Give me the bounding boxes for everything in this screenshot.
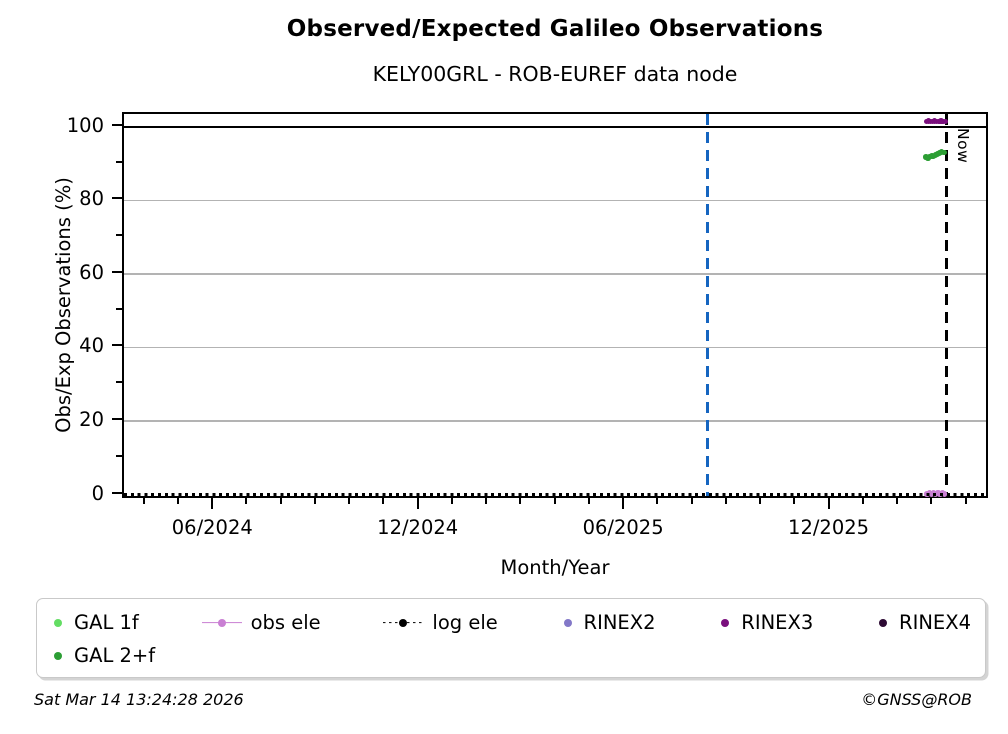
x-axis-label: Month/Year: [500, 556, 610, 579]
legend-label: GAL 2+f: [74, 644, 156, 667]
legend-dot: [399, 618, 408, 627]
y-gridline: [124, 346, 986, 349]
now-line: [945, 114, 949, 496]
y-major-tick: [112, 270, 122, 273]
x-minor-tick: [211, 498, 214, 504]
x-minor-tick: [177, 498, 179, 504]
x-minor-tick: [485, 498, 488, 504]
dot-marker-icon: [51, 616, 65, 630]
x-minor-tick: [827, 498, 830, 504]
legend-label: log ele: [432, 611, 498, 634]
y-minor-tick: [116, 160, 122, 163]
legend-dot: [879, 618, 888, 627]
x-minor-tick: [724, 498, 727, 504]
copyright-text: ©GNSS@ROB: [861, 690, 972, 709]
legend-label: RINEX2: [583, 611, 656, 634]
x-minor-tick: [382, 498, 385, 504]
legend-dot: [54, 618, 62, 627]
legend-label: RINEX4: [899, 611, 971, 634]
legend-item-gal-1f: GAL 1f: [51, 611, 139, 634]
y-gridline: [124, 420, 986, 422]
legend-dot: [721, 618, 730, 627]
legend-label: RINEX3: [741, 611, 814, 634]
data-point-gal-2-f: [941, 149, 947, 156]
y-gridline: [124, 273, 986, 275]
x-minor-tick: [622, 498, 625, 504]
dot-marker-icon: [51, 649, 65, 663]
x-minor-tick: [348, 498, 351, 504]
expected-100-line: [124, 125, 986, 129]
x-minor-tick: [553, 498, 556, 504]
plot-area: Now Obs/Exp Observations (%): [52, 112, 988, 498]
chart-title: Observed/Expected Galileo Observations: [286, 16, 824, 42]
timestamp-text: Sat Mar 14 13:24:28 2026: [34, 690, 244, 709]
x-minor-tick: [896, 498, 899, 504]
y-major-tick: [112, 197, 122, 200]
series-line-log-ele: [124, 493, 986, 496]
y-minor-tick: [116, 234, 122, 237]
y-major-tick: [112, 491, 122, 494]
legend-item-rinex2: RINEX2: [561, 611, 656, 634]
line-dot-marker-icon: [201, 616, 242, 630]
legend-item-rinex4: RINEX4: [876, 611, 971, 634]
chart-subtitle: KELY00GRL - ROB-EUREF data node: [372, 62, 738, 86]
legend-item-log-ele: log ele: [383, 611, 498, 634]
y-minor-tick: [116, 307, 122, 310]
x-minor-tick: [313, 498, 316, 504]
x-tick-label: 06/2025: [582, 516, 664, 539]
legend-item-gal-2-f: GAL 2+f: [51, 644, 155, 667]
x-tick-label: 06/2024: [171, 516, 253, 539]
y-major-tick: [112, 123, 122, 126]
legend-dot: [54, 651, 62, 660]
release-date-line: [705, 114, 709, 496]
x-minor-tick: [861, 498, 864, 504]
legend-dot: [217, 618, 226, 627]
x-minor-tick: [793, 498, 796, 504]
y-minor-tick: [116, 381, 122, 384]
legend-row: GAL 2+f: [51, 639, 971, 672]
legend-item-rinex3: RINEX3: [718, 611, 813, 634]
dot-marker-icon: [718, 616, 732, 630]
y-tick-label: 40: [79, 334, 104, 358]
x-tick-label: 12/2025: [788, 516, 870, 539]
legend-label: obs ele: [250, 611, 321, 634]
y-axis-label: Obs/Exp Observations (%): [52, 177, 75, 433]
y-gridline: [124, 199, 986, 202]
x-minor-tick: [587, 498, 590, 504]
x-minor-tick: [450, 498, 453, 504]
legend-label: GAL 1f: [74, 611, 139, 634]
y-tick-label: 0: [91, 481, 104, 505]
dot-marker-icon: [561, 616, 575, 630]
y-tick-label: 100: [66, 113, 104, 137]
legend-item-obs-ele: obs ele: [201, 611, 321, 634]
y-tick-label: 60: [79, 260, 104, 284]
chart-legend: GAL 1f obs ele log ele RINEX2 RINEX3 RINEX4 GA…: [36, 598, 986, 678]
x-minor-tick: [759, 498, 762, 504]
x-minor-tick: [964, 498, 967, 504]
y-major-tick: [112, 417, 122, 420]
x-minor-tick: [142, 498, 145, 504]
legend-row: GAL 1f obs ele log ele RINEX2 RINEX3 RINEX4: [51, 606, 971, 639]
dot-marker-icon: [876, 616, 890, 630]
x-minor-tick: [519, 498, 522, 504]
x-minor-tick: [416, 498, 419, 504]
x-minor-tick: [656, 498, 659, 504]
legend-dot: [563, 618, 572, 627]
x-minor-tick: [930, 498, 933, 504]
y-tick-label: 80: [79, 187, 104, 211]
y-tick-label: 20: [79, 407, 104, 431]
now-annotation: Now: [953, 128, 972, 164]
x-tick-label: 12/2024: [377, 516, 459, 539]
x-minor-tick: [690, 498, 693, 504]
y-major-tick: [112, 344, 122, 347]
x-minor-tick: [279, 498, 282, 504]
y-minor-tick: [116, 454, 122, 457]
x-minor-tick: [245, 498, 248, 504]
data-point-rinex3: [942, 118, 949, 125]
dotted-line-dot-marker-icon: [383, 616, 424, 630]
